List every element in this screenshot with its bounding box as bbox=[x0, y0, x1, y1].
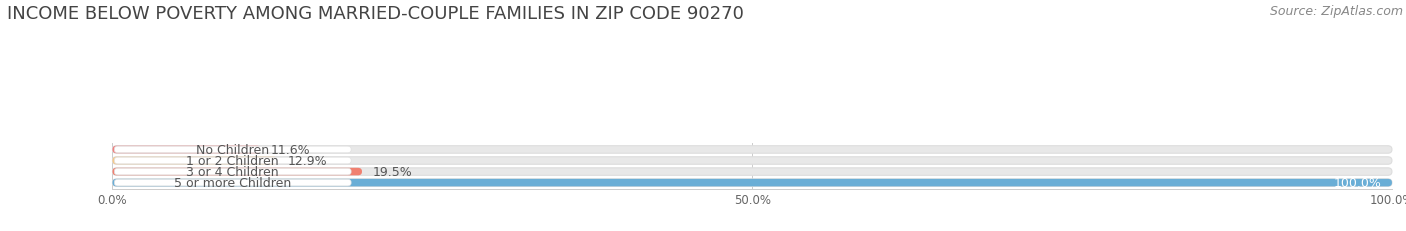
Text: No Children: No Children bbox=[197, 143, 270, 156]
Text: 3 or 4 Children: 3 or 4 Children bbox=[187, 165, 278, 178]
FancyBboxPatch shape bbox=[112, 157, 277, 164]
Text: INCOME BELOW POVERTY AMONG MARRIED-COUPLE FAMILIES IN ZIP CODE 90270: INCOME BELOW POVERTY AMONG MARRIED-COUPL… bbox=[7, 5, 744, 23]
Text: 11.6%: 11.6% bbox=[271, 143, 311, 156]
FancyBboxPatch shape bbox=[114, 158, 352, 164]
Text: 100.0%: 100.0% bbox=[1334, 176, 1382, 189]
FancyBboxPatch shape bbox=[112, 168, 1392, 176]
Text: 5 or more Children: 5 or more Children bbox=[174, 176, 291, 189]
FancyBboxPatch shape bbox=[112, 179, 1392, 187]
FancyBboxPatch shape bbox=[114, 146, 352, 153]
FancyBboxPatch shape bbox=[112, 168, 361, 176]
Text: 1 or 2 Children: 1 or 2 Children bbox=[187, 154, 278, 167]
Text: 12.9%: 12.9% bbox=[288, 154, 328, 167]
FancyBboxPatch shape bbox=[112, 179, 1392, 187]
FancyBboxPatch shape bbox=[114, 179, 352, 186]
Text: Source: ZipAtlas.com: Source: ZipAtlas.com bbox=[1270, 5, 1403, 18]
FancyBboxPatch shape bbox=[112, 146, 1392, 154]
FancyBboxPatch shape bbox=[114, 169, 352, 175]
FancyBboxPatch shape bbox=[112, 146, 262, 154]
Text: 19.5%: 19.5% bbox=[373, 165, 412, 178]
FancyBboxPatch shape bbox=[112, 157, 1392, 164]
